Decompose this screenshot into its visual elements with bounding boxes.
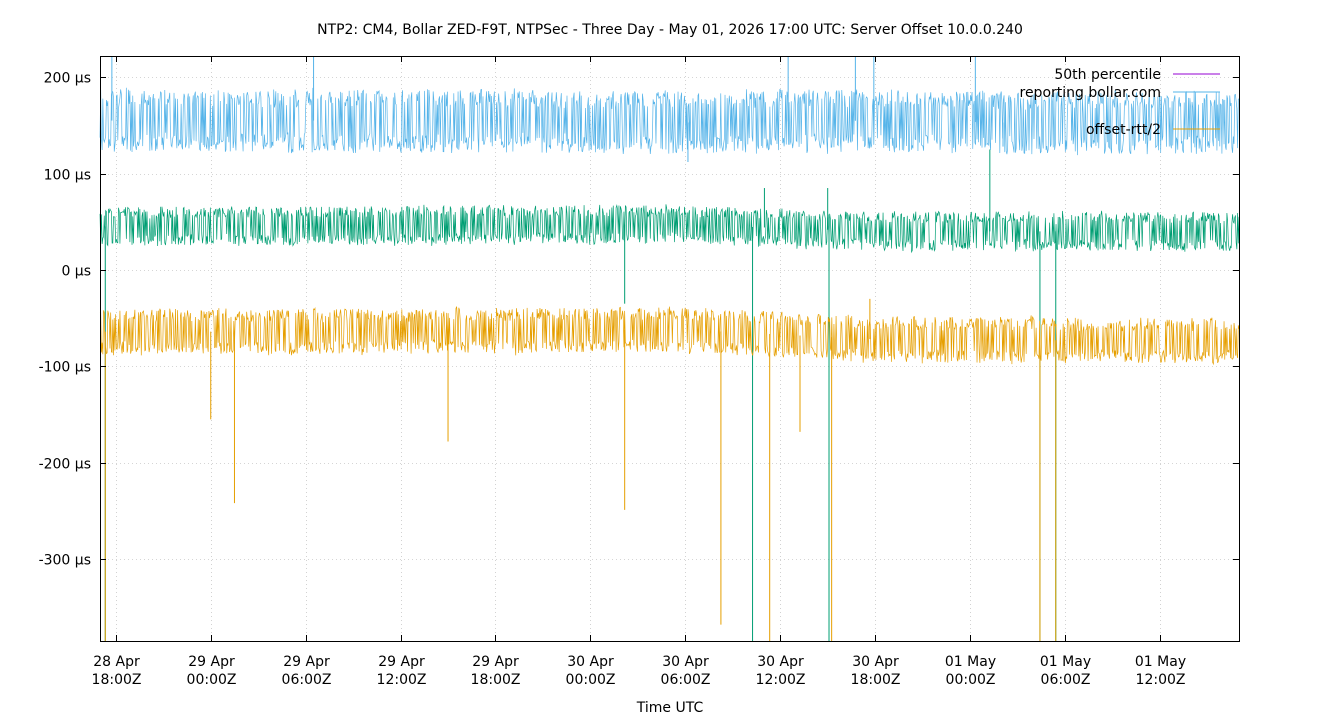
x-tick-date: 29 Apr [472, 654, 519, 670]
x-tick-label: 30 Apr 06:00Z [661, 654, 711, 688]
series-line [99, 306, 1240, 366]
x-tick-time: 12:00Z [1136, 672, 1186, 688]
x-tick-date: 30 Apr [662, 654, 709, 670]
x-tick-time: 18:00Z [471, 672, 521, 688]
x-tick-time: 18:00Z [92, 672, 142, 688]
x-tick-date: 29 Apr [188, 654, 235, 670]
x-tick-label: 01 May 12:00Z [1135, 654, 1186, 688]
plot-series [99, 56, 1240, 641]
x-tick-date: 30 Apr [567, 654, 614, 670]
x-tick-label: 29 Apr 00:00Z [187, 654, 237, 688]
x-tick-date: 30 Apr [852, 654, 899, 670]
series-2 [99, 149, 1240, 641]
x-tick-time: 00:00Z [187, 672, 237, 688]
y-tick-label: -200 µs [39, 457, 91, 473]
y-tick-label: 100 µs [44, 168, 91, 184]
grid-lines [100, 56, 1239, 641]
x-tick-time: 12:00Z [756, 672, 806, 688]
y-tick-label: 0 µs [61, 264, 91, 280]
x-tick-date: 01 May [1040, 654, 1091, 670]
x-tick-time: 00:00Z [566, 672, 616, 688]
x-tick-label: 30 Apr 12:00Z [756, 654, 806, 688]
x-tick-date: 30 Apr [757, 654, 804, 670]
x-axis-label: Time UTC [636, 700, 704, 716]
y-tick-label: 200 µs [44, 71, 91, 87]
x-tick-date: 28 Apr [93, 654, 140, 670]
x-tick-time: 00:00Z [946, 672, 996, 688]
y-tick-label: -300 µs [39, 553, 91, 569]
legend-label: offset-rtt/2 [1086, 122, 1161, 138]
series-line [99, 87, 1240, 156]
plot-frame [100, 56, 1240, 642]
x-tick-time: 06:00Z [1041, 672, 1091, 688]
x-tick-date: 29 Apr [378, 654, 425, 670]
x-tick-label: 01 May 06:00Z [1040, 654, 1091, 688]
chart-title: NTP2: CM4, Bollar ZED-F9T, NTPSec - Thre… [317, 22, 1023, 38]
legend-label: 50th percentile [1054, 67, 1161, 83]
x-tick-date: 01 May [945, 654, 996, 670]
x-tick-label: 29 Apr 12:00Z [377, 654, 427, 688]
legend: 50th percentile reporting bollar.com offse… [1020, 67, 1220, 138]
series-line [99, 204, 1240, 254]
x-tick-time: 12:00Z [377, 672, 427, 688]
x-tick-date: 29 Apr [283, 654, 330, 670]
x-tick-time: 06:00Z [661, 672, 711, 688]
x-tick-label: 30 Apr 00:00Z [566, 654, 616, 688]
series-3 [99, 298, 1240, 641]
x-tick-label: 01 May 00:00Z [945, 654, 996, 688]
y-tick-label: -100 µs [39, 360, 91, 376]
x-tick-label: 30 Apr 18:00Z [851, 654, 901, 688]
series-1 [99, 56, 1240, 163]
x-tick-time: 18:00Z [851, 672, 901, 688]
y-axis: 200 µs 100 µs 0 µs -100 µs -200 µs -300 µs [39, 71, 1239, 569]
x-tick-date: 01 May [1135, 654, 1186, 670]
x-tick-label: 28 Apr 18:00Z [92, 654, 142, 688]
legend-label: reporting bollar.com [1020, 85, 1162, 101]
x-tick-label: 29 Apr 06:00Z [282, 654, 332, 688]
x-tick-label: 29 Apr 18:00Z [471, 654, 521, 688]
x-tick-time: 06:00Z [282, 672, 332, 688]
